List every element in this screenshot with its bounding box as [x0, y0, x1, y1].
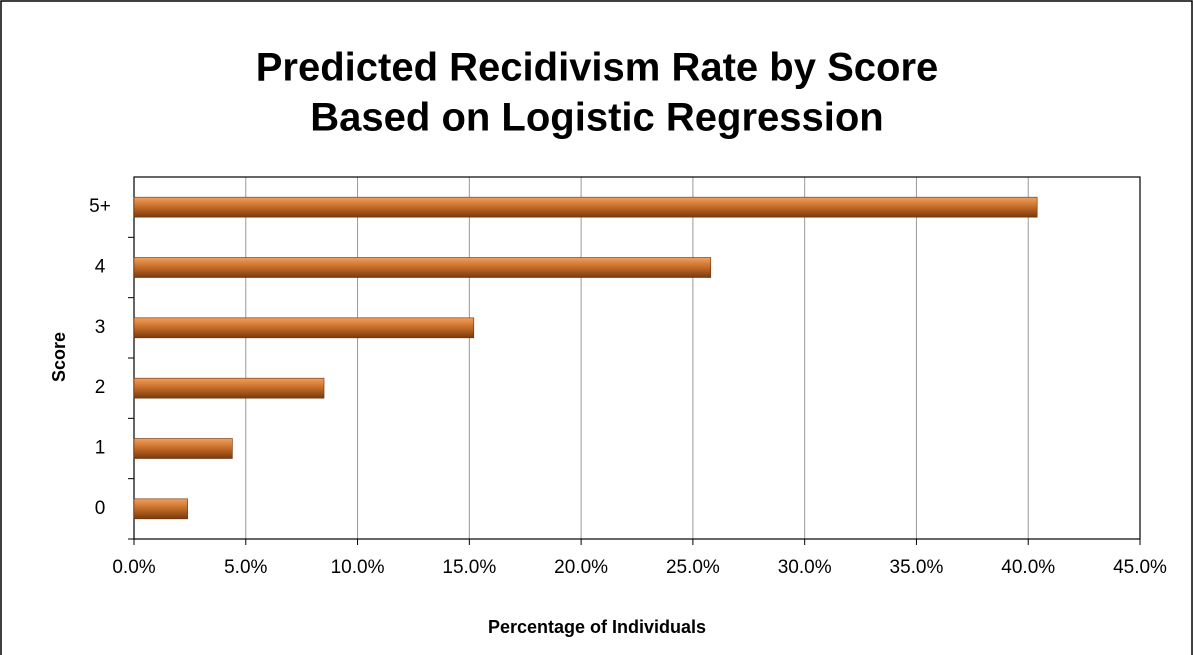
chart-title: Predicted Recidivism Rate by Score: [256, 46, 939, 90]
x-tick-label: 0.0%: [112, 557, 155, 578]
x-tick-label: 25.0%: [666, 557, 720, 578]
y-tick-label: 2: [95, 377, 106, 398]
bar: [133, 377, 325, 399]
y-axis-label: Score: [49, 332, 69, 382]
x-tick-label: 40.0%: [1001, 557, 1055, 578]
x-tick-label: 5.0%: [224, 557, 267, 578]
x-tick-label: 45.0%: [1113, 557, 1167, 578]
bar: [133, 438, 233, 459]
x-tick-label: 35.0%: [890, 557, 944, 578]
bar: [133, 317, 475, 339]
x-tick-label: 30.0%: [778, 557, 832, 578]
y-tick-label: 0: [95, 498, 106, 519]
y-tick-label: 1: [95, 438, 106, 459]
x-tick-label: 10.0%: [331, 557, 385, 578]
bar: [133, 257, 712, 278]
y-tick-label: 5+: [89, 196, 111, 217]
y-tick-label: 4: [95, 257, 106, 278]
bar: [133, 498, 188, 520]
bar: [133, 196, 1038, 218]
x-tick-label: 20.0%: [554, 557, 608, 578]
x-axis-label: Percentage of Individuals: [488, 617, 706, 637]
x-tick-label: 15.0%: [442, 557, 496, 578]
chart-title: Based on Logistic Regression: [310, 96, 883, 140]
y-tick-label: 3: [95, 317, 106, 338]
